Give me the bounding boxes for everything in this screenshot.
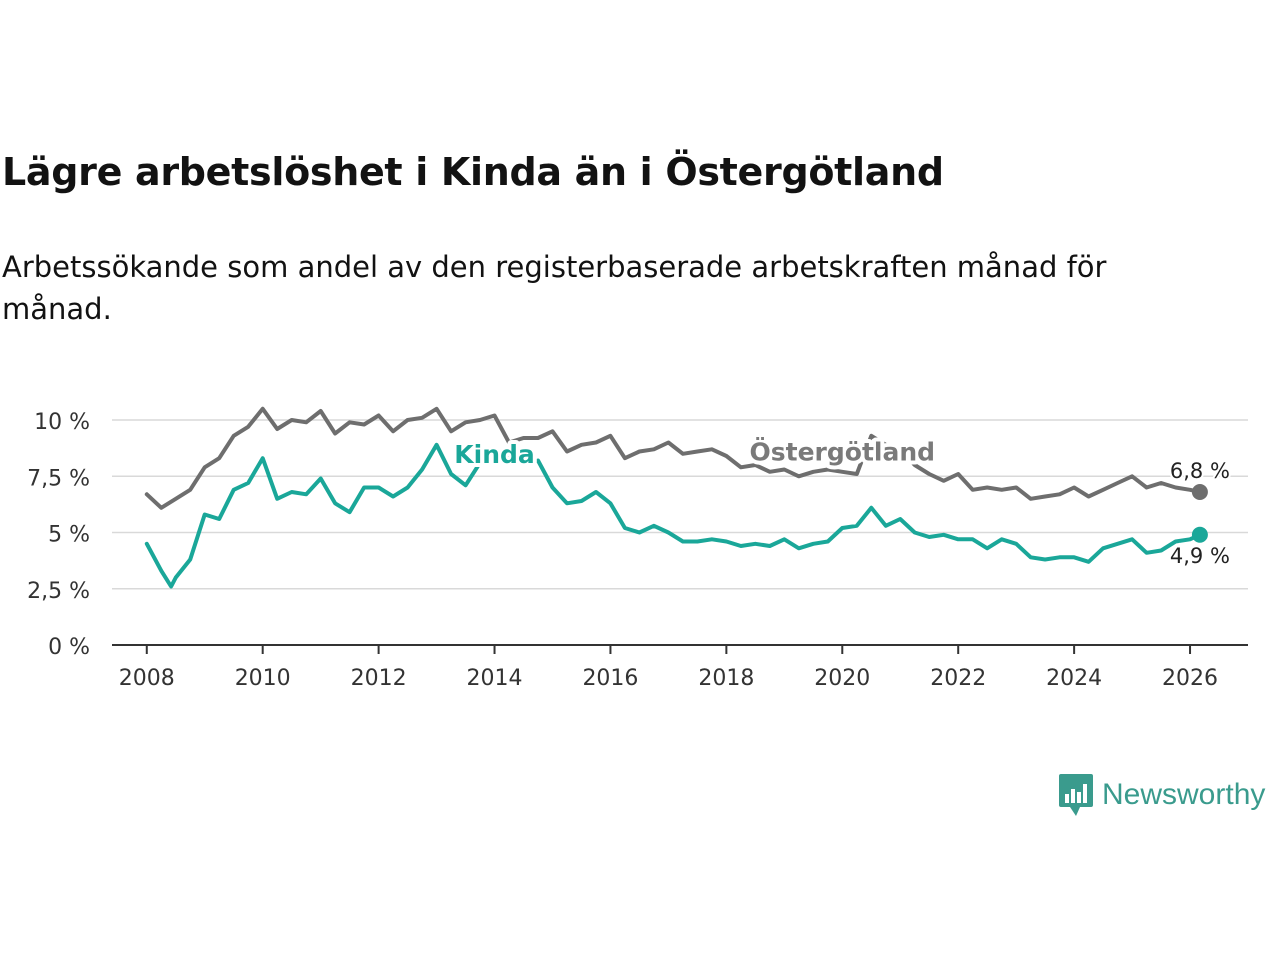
gridlines (112, 419, 1248, 590)
newsworthy-logo-icon (1059, 774, 1093, 816)
y-tick-label: 10 % (34, 410, 90, 435)
x-tick-label: 2024 (1046, 666, 1102, 691)
brand-name: Newsworthy (1102, 778, 1266, 811)
series-end-point (1191, 526, 1208, 543)
x-tick-label: 2026 (1162, 666, 1218, 691)
x-tick-label: 2010 (235, 666, 291, 691)
y-tick-label: 5 % (48, 523, 90, 548)
chart-subtitle: Arbetssökande som andel av den registerb… (2, 250, 1107, 326)
line-chart: 0 % 2,5 % 5 % 7,5 % 10 % 2008 2010 2012 2014 201… (27, 406, 1248, 691)
series-line-kinda (144, 442, 1202, 589)
x-tick-label: 2016 (582, 666, 638, 691)
y-tick-label: 2,5 % (27, 579, 90, 604)
newsworthy-brand[interactable]: Newsworthy (1058, 772, 1265, 818)
x-tick-label: 2018 (698, 666, 754, 691)
series-end-label: 4,9 % (1170, 544, 1230, 568)
series-name-label: Östergötland (750, 437, 936, 467)
series-end-point (1191, 484, 1208, 500)
x-tick-label: 2022 (930, 666, 986, 691)
series-line-östergötland (144, 406, 1202, 510)
x-axis-ticks: 2008 2010 2012 2014 2016 2018 2020 2022 2024 2026 (119, 645, 1218, 691)
series-lines (144, 406, 1208, 589)
chart-title: Lägre arbetslöshet i Kinda än i Östergöt… (2, 150, 944, 194)
y-tick-label: 7,5 % (27, 466, 90, 491)
series-labels: 6,8 % 4,9 % Kinda Östergötland (450, 433, 1232, 570)
series-name-label: Kinda (454, 440, 535, 469)
x-tick-label: 2014 (467, 666, 523, 691)
x-tick-label: 2020 (814, 666, 870, 691)
x-tick-label: 2008 (119, 666, 175, 691)
y-tick-label: 0 % (48, 635, 90, 660)
x-tick-label: 2012 (351, 666, 407, 691)
y-axis-ticks: 0 % 2,5 % 5 % 7,5 % 10 % (27, 410, 90, 660)
series-end-label: 6,8 % (1170, 459, 1230, 483)
